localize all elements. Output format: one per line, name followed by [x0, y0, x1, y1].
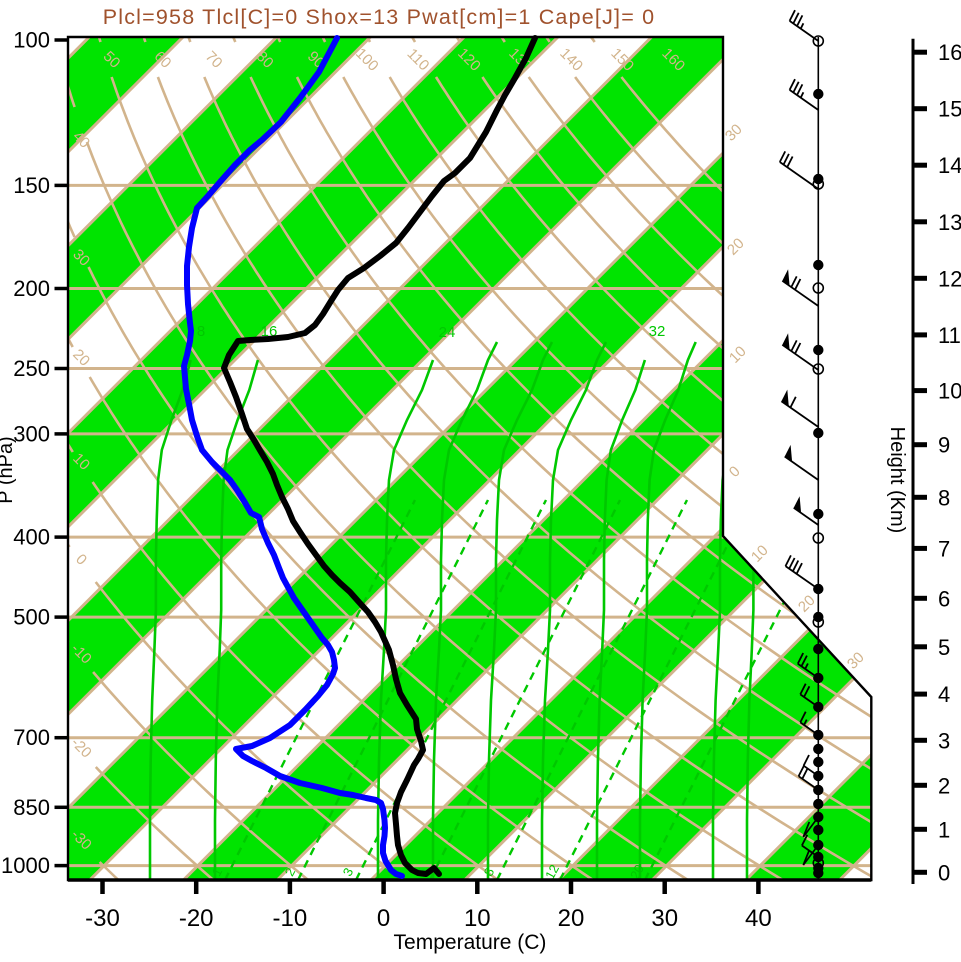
svg-text:6: 6 — [938, 586, 950, 611]
svg-text:11: 11 — [938, 323, 961, 348]
svg-text:300: 300 — [13, 421, 50, 446]
svg-text:15: 15 — [938, 97, 961, 122]
svg-text:10: 10 — [464, 905, 491, 932]
svg-text:12: 12 — [938, 266, 961, 291]
svg-text:7: 7 — [938, 536, 950, 561]
svg-text:30: 30 — [651, 905, 678, 932]
svg-text:-20: -20 — [179, 905, 214, 932]
svg-text:500: 500 — [13, 605, 50, 630]
svg-text:200: 200 — [13, 276, 50, 301]
svg-text:14: 14 — [938, 153, 961, 178]
svg-text:32: 32 — [649, 323, 666, 340]
svg-text:16: 16 — [938, 40, 961, 65]
svg-text:100: 100 — [13, 28, 50, 53]
svg-text:10: 10 — [938, 379, 961, 404]
svg-text:5: 5 — [938, 635, 950, 660]
svg-text:Height (Km): Height (Km) — [886, 427, 908, 534]
svg-text:2: 2 — [938, 773, 950, 798]
svg-text:-30: -30 — [85, 905, 120, 932]
svg-text:P (hPa): P (hPa) — [0, 436, 17, 503]
svg-text:3: 3 — [938, 728, 950, 753]
svg-text:8: 8 — [197, 323, 205, 340]
svg-text:400: 400 — [13, 525, 50, 550]
svg-text:150: 150 — [13, 173, 50, 198]
svg-text:1: 1 — [938, 817, 950, 842]
svg-text:9: 9 — [938, 433, 950, 458]
svg-text:250: 250 — [13, 356, 50, 381]
svg-text:1000: 1000 — [1, 853, 50, 878]
svg-text:4: 4 — [938, 682, 950, 707]
svg-text:850: 850 — [13, 795, 50, 820]
svg-text:24: 24 — [439, 324, 456, 341]
svg-text:13: 13 — [938, 210, 961, 235]
svg-text:Plcl=958 Tlcl[C]=0 Shox=13 Pwa: Plcl=958 Tlcl[C]=0 Shox=13 Pwat[cm]=1 Ca… — [103, 5, 656, 29]
svg-text:Temperature (C): Temperature (C) — [394, 931, 547, 954]
svg-text:8: 8 — [938, 485, 950, 510]
svg-text:40: 40 — [745, 905, 772, 932]
svg-text:-10: -10 — [273, 905, 308, 932]
svg-text:0: 0 — [938, 860, 950, 885]
svg-text:20: 20 — [558, 905, 585, 932]
svg-text:700: 700 — [13, 725, 50, 750]
svg-text:0: 0 — [377, 905, 390, 932]
